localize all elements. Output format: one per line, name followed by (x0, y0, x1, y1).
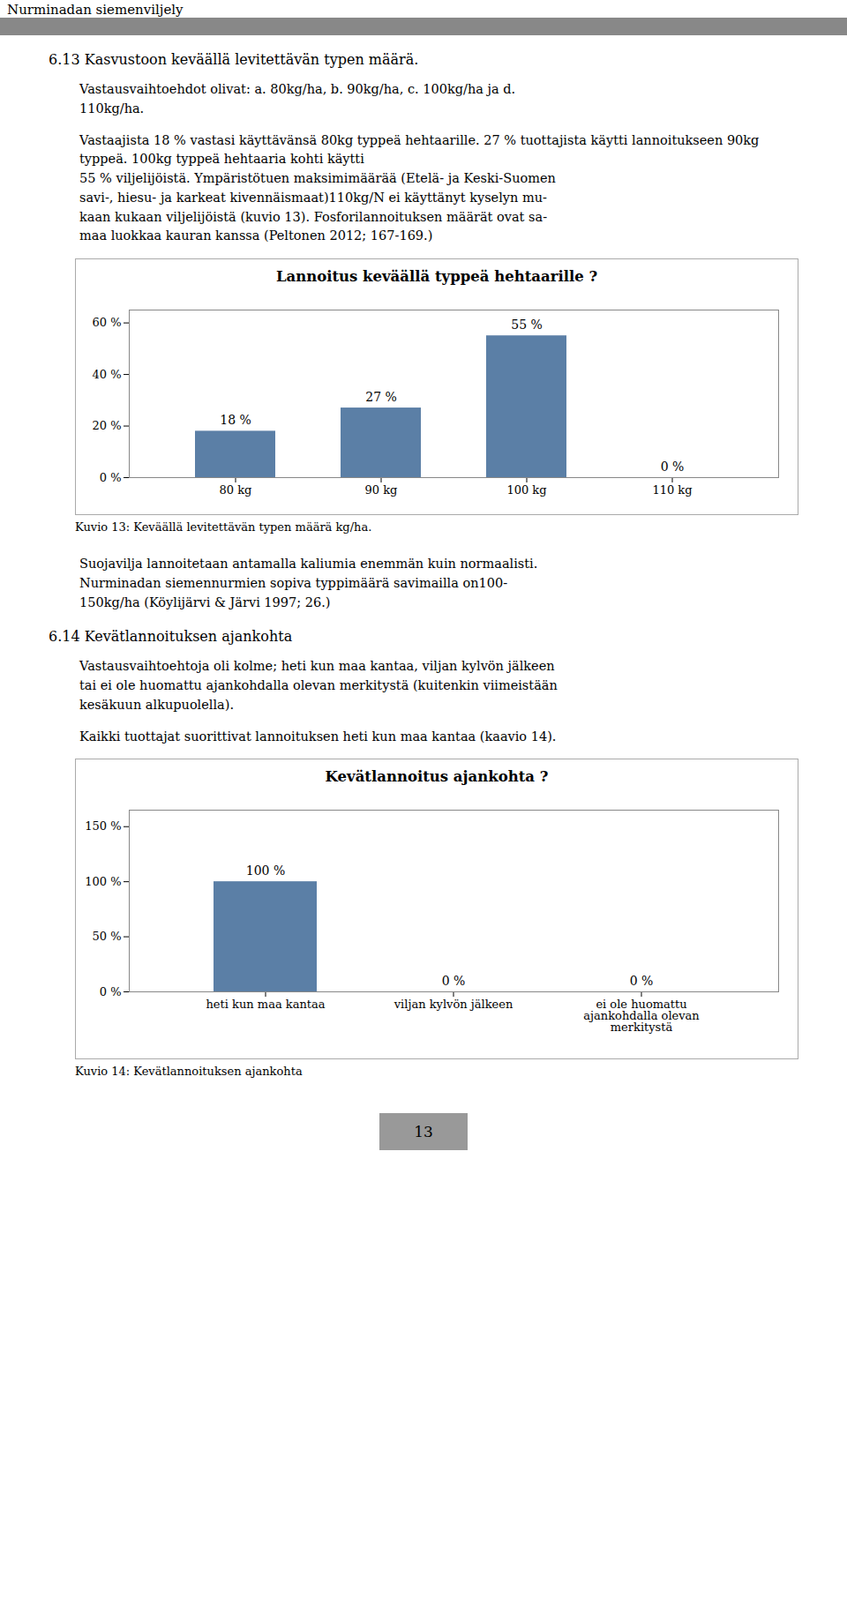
svg-text:0 %: 0 % (99, 985, 122, 999)
svg-text:viljan kylvön jälkeen: viljan kylvön jälkeen (393, 997, 514, 1012)
svg-text:60 %: 60 % (91, 315, 121, 330)
html-text:Kuvio 14: Kevätlannoituksen aj: Kuvio 14: Kevätlannoituksen ajankohta (74, 1065, 303, 1079)
svg-text:ei ole huomattuajankohdalla ol: ei ole huomattuajankohdalla olevanmerkit… (583, 997, 700, 1035)
html-text:Kevätlannoitus ajankohta ?: Kevätlannoitus ajankohta ? (325, 768, 549, 786)
svg-text:55 %: 55 % (510, 317, 543, 332)
svg-text:110 kg: 110 kg (652, 483, 692, 497)
svg-text:40 %: 40 % (91, 367, 121, 382)
html-text:Nurminadan siemenviljely: Nurminadan siemenviljely (7, 1, 184, 18)
svg-text:80 kg: 80 kg (219, 483, 253, 497)
svg-text:100 kg: 100 kg (506, 483, 547, 497)
html-text:Vastaajista 18 % vastasi käytt: Vastaajista 18 % vastasi käyttävänsä 80k… (79, 132, 760, 243)
svg-text:20 %: 20 % (91, 419, 121, 433)
html-text:Suojavilja lannoitetaan antama: Suojavilja lannoitetaan antamalla kalium… (79, 556, 538, 610)
html-text:Lannoitus keväällä typpeä heht: Lannoitus keväällä typpeä hehtaarille ? (276, 268, 598, 285)
html-text:Kaikki tuottajat suorittivat l: Kaikki tuottajat suorittivat lannoitukse… (79, 729, 557, 744)
svg-text:100 %: 100 % (84, 875, 121, 889)
svg-text:100 %: 100 % (246, 863, 285, 878)
svg-text:50 %: 50 % (91, 929, 121, 944)
svg-text:heti kun maa kantaa: heti kun maa kantaa (205, 997, 325, 1012)
svg-text:0 %: 0 % (629, 974, 654, 989)
svg-text:18 %: 18 % (219, 412, 252, 428)
html-text:Kuvio 13: Keväällä levitettävä: Kuvio 13: Keväällä levitettävän typen mä… (74, 520, 372, 534)
svg-text:0 %: 0 % (99, 471, 122, 485)
svg-text:150 %: 150 % (84, 820, 121, 834)
html-text:13: 13 (413, 1123, 434, 1142)
svg-text:0 %: 0 % (660, 459, 685, 474)
svg-text:0 %: 0 % (442, 974, 466, 989)
html-text:Vastausvaihtoehdot olivat: a.: Vastausvaihtoehdot olivat: a. 80kg/ha, b… (79, 82, 516, 116)
svg-text:27 %: 27 % (365, 389, 398, 405)
html-text:Vastausvaihtoehtoja oli kolme;: Vastausvaihtoehtoja oli kolme; heti kun … (79, 659, 558, 712)
html-text:6.14 Kevätlannoituksen ajankoh: 6.14 Kevätlannoituksen ajankohta (48, 628, 293, 646)
svg-text:90 kg: 90 kg (365, 483, 398, 497)
html-text:6.13 Kasvustoon keväällä levit: 6.13 Kasvustoon keväällä levitettävän ty… (48, 51, 419, 68)
